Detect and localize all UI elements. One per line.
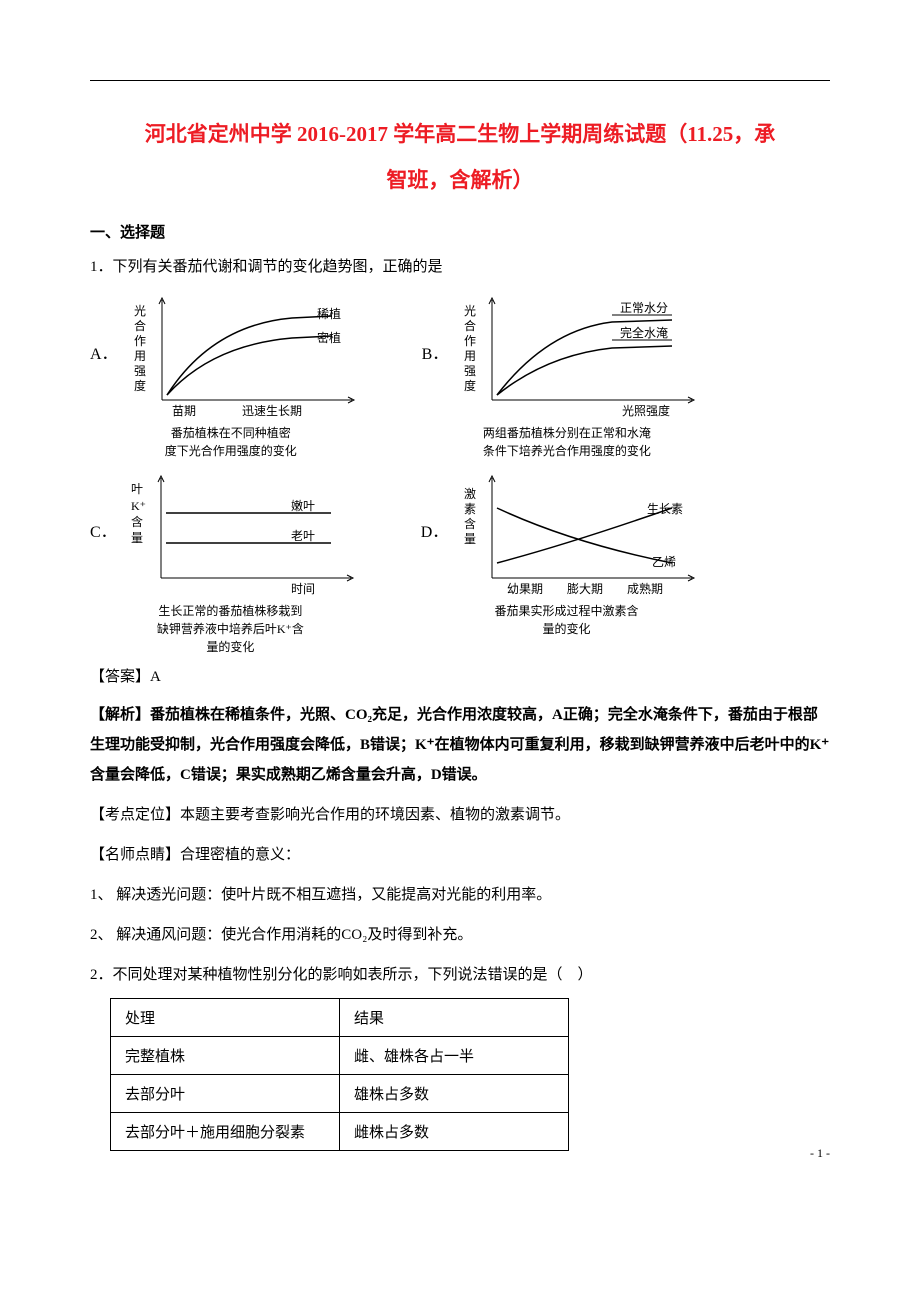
svg-text:度: 度 (134, 378, 146, 393)
keypoint-2: 【名师点睛】合理密植的意义： (90, 840, 830, 870)
svg-text:素: 素 (464, 502, 476, 516)
svg-text:老叶: 老叶 (291, 529, 315, 543)
charts-row-2: C． 叶 K⁺ 含 量 嫩叶 老叶 时间 生长正常的番茄植株移栽到 (90, 468, 830, 656)
svg-text:幼果期: 幼果期 (507, 582, 543, 596)
table-cell: 完整植株 (111, 1037, 340, 1075)
svg-text:光照强度: 光照强度 (622, 403, 670, 418)
svg-text:苗期: 苗期 (172, 404, 196, 418)
table-row: 去部分叶＋施用细胞分裂素 雌株占多数 (111, 1113, 569, 1151)
page-number: - 1 - (810, 1146, 830, 1161)
question-2: 2．不同处理对某种植物性别分化的影响如表所示，下列说法错误的是（ ） (90, 960, 830, 990)
svg-text:合: 合 (134, 318, 146, 333)
svg-text:强: 强 (464, 364, 476, 378)
table-cell: 去部分叶 (111, 1075, 340, 1113)
svg-text:量: 量 (131, 531, 143, 545)
svg-text:作: 作 (134, 334, 146, 348)
charts-row-1: A． 光 合 作 用 强 度 稀植 密植 苗期 迅 (90, 290, 830, 460)
svg-text:K⁺: K⁺ (131, 499, 146, 513)
chart-B: B． 光 合 作 用 强 度 正常水分 完全水 (422, 290, 713, 460)
keypoint-3: 1、 解决透光问题：使叶片既不相互遮挡，又能提高对光能的利用率。 (90, 880, 830, 910)
svg-text:密植: 密植 (317, 330, 341, 345)
chart-C-caption: 生长正常的番茄植株移栽到缺钾营养液中培养后叶K⁺含量的变化 (157, 602, 304, 656)
option-A-letter: A． (90, 290, 118, 364)
table-header: 结果 (340, 999, 569, 1037)
doc-title-line2: 智班，含解析） (90, 157, 830, 203)
table-row: 完整植株 雌、雄株各占一半 (111, 1037, 569, 1075)
doc-title-line1: 河北省定州中学 2016-2017 学年高二生物上学期周练试题（11.25，承 (90, 111, 830, 157)
option-B-letter: B． (422, 290, 449, 364)
table-row: 去部分叶 雄株占多数 (111, 1075, 569, 1113)
svg-text:完全水淹: 完全水淹 (620, 325, 668, 340)
svg-text:膨大期: 膨大期 (567, 582, 603, 596)
svg-text:生长素: 生长素 (647, 502, 683, 516)
keypoint-1: 【考点定位】本题主要考查影响光合作用的环境因素、植物的激素调节。 (90, 800, 830, 830)
option-D-letter: D． (421, 468, 449, 542)
svg-text:激: 激 (464, 487, 476, 501)
chart-C-svg: 叶 K⁺ 含 量 嫩叶 老叶 时间 (121, 468, 371, 598)
svg-text:光: 光 (464, 304, 476, 318)
svg-text:作: 作 (464, 334, 476, 348)
table-cell: 雌、雄株各占一半 (340, 1037, 569, 1075)
chart-D-svg: 激 素 含 量 生长素 乙烯 幼果期 膨大期 成熟期 (452, 468, 712, 598)
analysis-1: 【解析】番茄植株在稀植条件，光照、CO₂充足，光合作用浓度较高，A正确；完全水淹… (90, 700, 830, 790)
svg-text:成熟期: 成熟期 (627, 581, 663, 596)
table-cell: 去部分叶＋施用细胞分裂素 (111, 1113, 340, 1151)
option-C-letter: C． (90, 468, 117, 542)
svg-text:强: 强 (134, 364, 146, 378)
svg-text:度: 度 (464, 378, 476, 393)
svg-text:量: 量 (464, 532, 476, 546)
table-row: 处理 结果 (111, 999, 569, 1037)
table-cell: 雄株占多数 (340, 1075, 569, 1113)
svg-text:乙烯: 乙烯 (652, 555, 676, 569)
chart-B-svg: 光 合 作 用 强 度 正常水分 完全水淹 光照强度 (452, 290, 712, 420)
q2-table: 处理 结果 完整植株 雌、雄株各占一半 去部分叶 雄株占多数 去部分叶＋施用细胞… (110, 998, 569, 1151)
chart-D-caption: 番茄果实形成过程中激素含量的变化 (494, 602, 638, 638)
chart-A-caption: 番茄植株在不同种植密度下光合作用强度的变化 (165, 424, 297, 460)
svg-text:光: 光 (134, 304, 146, 318)
svg-text:嫩叶: 嫩叶 (291, 499, 315, 513)
table-header: 处理 (111, 999, 340, 1037)
svg-text:稀植: 稀植 (317, 306, 341, 321)
svg-text:合: 合 (464, 318, 476, 333)
chart-B-caption: 两组番茄植株分别在正常和水淹条件下培养光合作用强度的变化 (483, 424, 651, 460)
svg-text:正常水分: 正常水分 (620, 301, 668, 315)
table-cell: 雌株占多数 (340, 1113, 569, 1151)
svg-text:时间: 时间 (291, 582, 315, 596)
svg-text:叶: 叶 (131, 482, 143, 496)
chart-D: D． 激 素 含 量 生长素 乙烯 幼果期 膨大期 成熟期 (421, 468, 713, 656)
top-rule (90, 80, 830, 81)
svg-text:用: 用 (134, 349, 146, 363)
keypoint-4: 2、 解决通风问题：使光合作用消耗的CO₂及时得到补充。 (90, 920, 830, 950)
chart-A: A． 光 合 作 用 强 度 稀植 密植 苗期 迅 (90, 290, 372, 460)
chart-C: C． 叶 K⁺ 含 量 嫩叶 老叶 时间 生长正常的番茄植株移栽到 (90, 468, 371, 656)
svg-text:迅速生长期: 迅速生长期 (242, 404, 302, 418)
answer-1: 【答案】A (90, 662, 830, 692)
svg-text:用: 用 (464, 349, 476, 363)
svg-text:含: 含 (464, 516, 476, 531)
chart-A-svg: 光 合 作 用 强 度 稀植 密植 苗期 迅速生长期 (122, 290, 372, 420)
svg-text:含: 含 (131, 514, 143, 529)
question-1: 1．下列有关番茄代谢和调节的变化趋势图，正确的是 (90, 252, 830, 282)
section-heading: 一、选择题 (90, 221, 830, 242)
